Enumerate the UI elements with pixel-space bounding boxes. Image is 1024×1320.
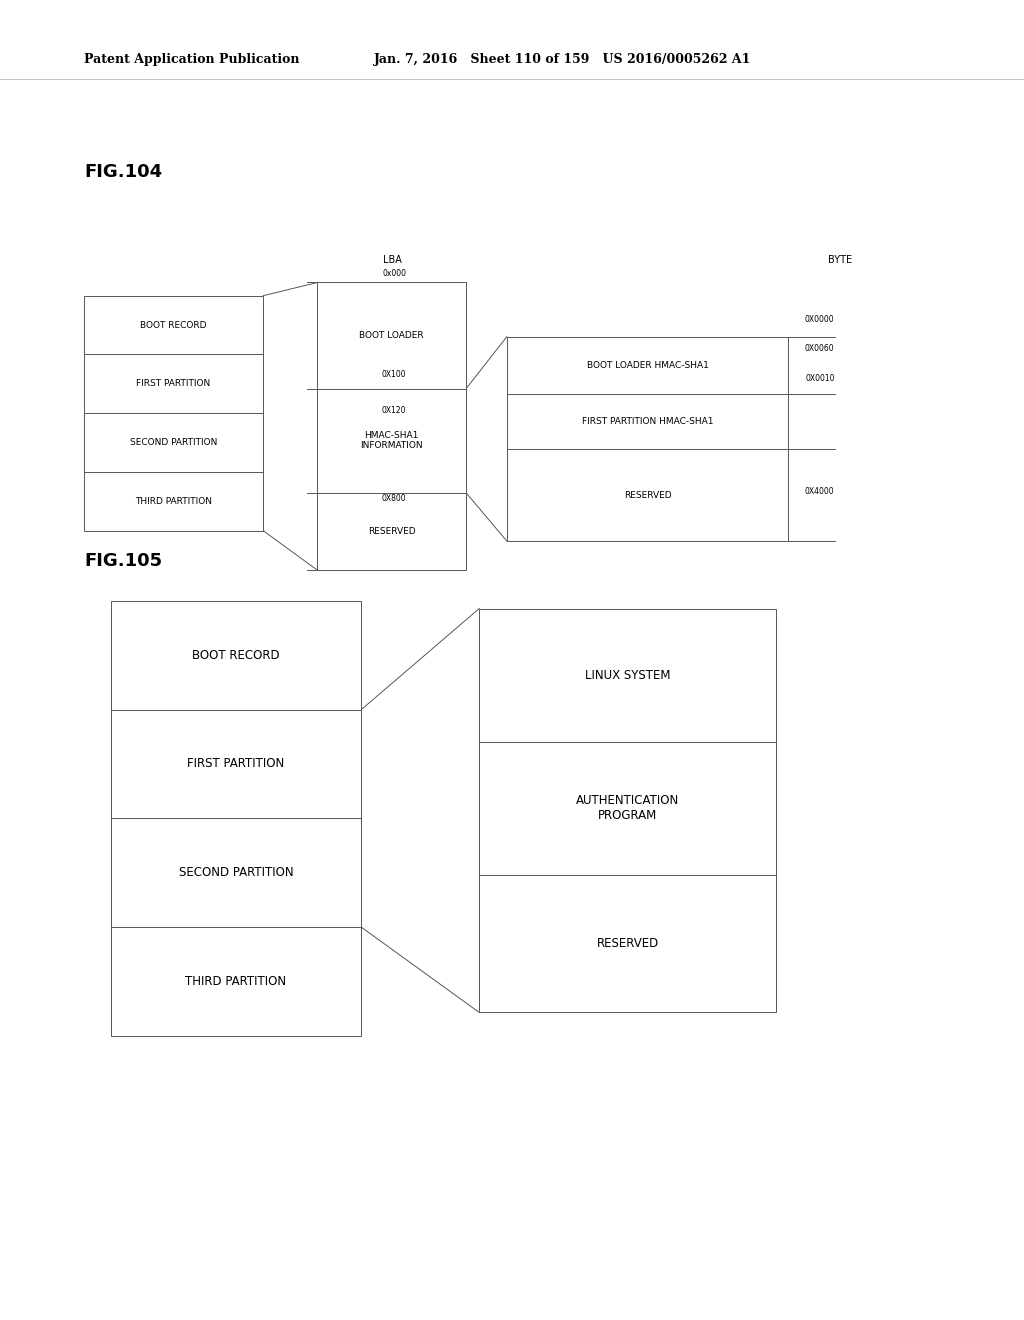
Text: FIRST PARTITION HMAC-SHA1: FIRST PARTITION HMAC-SHA1 bbox=[582, 417, 714, 426]
Text: SECOND PARTITION: SECOND PARTITION bbox=[179, 866, 293, 879]
Text: BYTE: BYTE bbox=[827, 255, 852, 265]
Text: Patent Application Publication: Patent Application Publication bbox=[84, 53, 299, 66]
Text: RESERVED: RESERVED bbox=[624, 491, 672, 500]
Text: HMAC-SHA1
INFORMATION: HMAC-SHA1 INFORMATION bbox=[360, 432, 423, 450]
Text: 0X0010: 0X0010 bbox=[805, 375, 835, 383]
Text: 0X0060: 0X0060 bbox=[805, 345, 835, 352]
Bar bbox=[111, 601, 361, 1036]
Text: SECOND PARTITION: SECOND PARTITION bbox=[130, 438, 217, 447]
Text: 0X0000: 0X0000 bbox=[805, 315, 835, 323]
Text: FIRST PARTITION: FIRST PARTITION bbox=[136, 379, 211, 388]
Text: RESERVED: RESERVED bbox=[368, 527, 416, 536]
Text: 0X800: 0X800 bbox=[382, 495, 407, 503]
Text: THIRD PARTITION: THIRD PARTITION bbox=[185, 975, 287, 989]
Text: Jan. 7, 2016   Sheet 110 of 159   US 2016/0005262 A1: Jan. 7, 2016 Sheet 110 of 159 US 2016/00… bbox=[374, 53, 752, 66]
Text: BOOT LOADER: BOOT LOADER bbox=[359, 331, 424, 341]
Text: 0X120: 0X120 bbox=[382, 407, 407, 414]
Text: THIRD PARTITION: THIRD PARTITION bbox=[135, 496, 212, 506]
Text: FIG.104: FIG.104 bbox=[84, 162, 162, 181]
Bar bbox=[317, 282, 466, 570]
Bar bbox=[84, 296, 263, 531]
Text: FIG.105: FIG.105 bbox=[84, 552, 162, 570]
Text: LINUX SYSTEM: LINUX SYSTEM bbox=[585, 669, 671, 681]
Text: 0X4000: 0X4000 bbox=[805, 487, 835, 495]
Text: BOOT LOADER HMAC-SHA1: BOOT LOADER HMAC-SHA1 bbox=[587, 360, 709, 370]
Text: 0x000: 0x000 bbox=[382, 269, 407, 277]
Text: LBA: LBA bbox=[383, 255, 401, 265]
Text: AUTHENTICATION
PROGRAM: AUTHENTICATION PROGRAM bbox=[577, 795, 679, 822]
Text: 0X100: 0X100 bbox=[382, 371, 407, 379]
Bar bbox=[507, 337, 788, 541]
Bar bbox=[479, 609, 776, 1012]
Text: RESERVED: RESERVED bbox=[597, 937, 658, 950]
Text: BOOT RECORD: BOOT RECORD bbox=[140, 321, 207, 330]
Text: BOOT RECORD: BOOT RECORD bbox=[193, 648, 280, 661]
Text: FIRST PARTITION: FIRST PARTITION bbox=[187, 758, 285, 771]
